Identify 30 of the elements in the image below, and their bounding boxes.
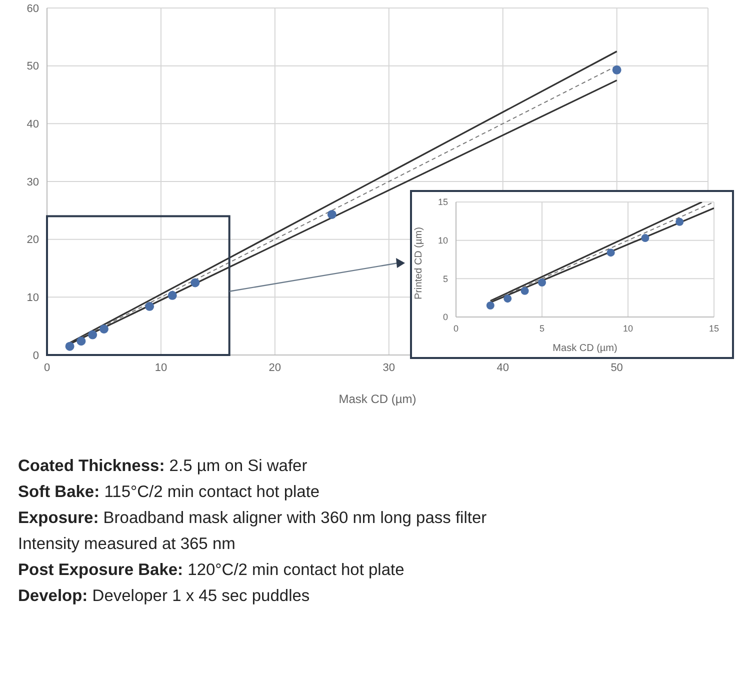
y-tick-label: 10 bbox=[26, 292, 39, 304]
y-axis-title: Printed CD (µm) bbox=[414, 227, 425, 300]
text: Exposure: Broadband mask aligner with 360 nm long pass filter bbox=[18, 509, 487, 527]
y-tick-label: 10 bbox=[438, 236, 448, 246]
y-tick-label: 15 bbox=[438, 197, 448, 208]
x-tick-label: 10 bbox=[622, 323, 634, 334]
x-tick-label: 0 bbox=[453, 323, 459, 334]
text: Intensity measured at 365 nm bbox=[18, 534, 236, 555]
y-tick-label: 50 bbox=[26, 60, 39, 73]
x-tick-label: 5 bbox=[539, 323, 545, 334]
text: Soft Bake: 115°C/2 min contact hot plate bbox=[18, 483, 320, 501]
x-tick-label: 20 bbox=[268, 362, 282, 374]
x-tick-label: 15 bbox=[708, 323, 720, 334]
x-tick-label: 40 bbox=[496, 362, 509, 374]
x-tick-label: 30 bbox=[382, 362, 396, 374]
y-tick-label: 40 bbox=[26, 118, 39, 131]
text: Develop: Developer 1 x 45 sec puddles bbox=[18, 587, 310, 605]
y-tick-label: 5 bbox=[442, 274, 448, 284]
text: Post Exposure Bake: 120°C/2 min contact hot plate bbox=[18, 561, 404, 579]
y-tick-label: 0 bbox=[442, 312, 448, 322]
x-axis-title: Mask CD (µm) bbox=[552, 343, 618, 354]
x-tick-label: 50 bbox=[610, 362, 623, 374]
y-tick-label: 20 bbox=[26, 234, 39, 246]
x-tick-label: 10 bbox=[154, 362, 168, 374]
y-tick-label: 0 bbox=[32, 350, 39, 362]
y-tick-label: 60 bbox=[26, 2, 39, 15]
x-tick-label: 0 bbox=[44, 362, 50, 374]
y-tick-label: 30 bbox=[26, 176, 39, 188]
text: Coated Thickness: 2.5 µm on Si wafer bbox=[18, 457, 308, 475]
x-axis-title: Mask CD (µm) bbox=[338, 392, 416, 406]
